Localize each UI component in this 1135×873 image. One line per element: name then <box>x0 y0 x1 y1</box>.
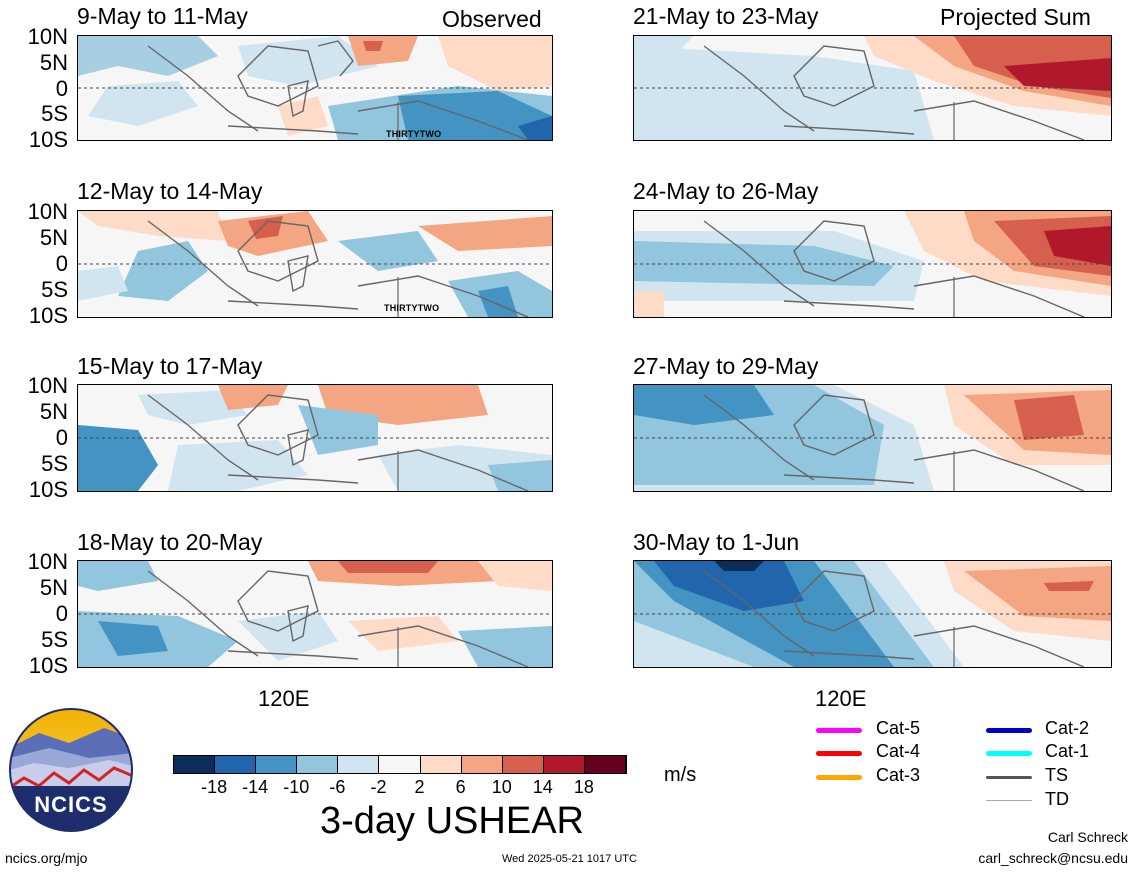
legend-swatch-td <box>986 800 1032 801</box>
colorbar-swatch <box>502 756 544 773</box>
colorbar-swatch <box>461 756 503 773</box>
panel-title-left-1: 9-May to 11-May <box>77 3 248 29</box>
legend-label-cat4: Cat-4 <box>876 741 921 761</box>
projected-sum-label: Projected Sum <box>940 4 1091 30</box>
y-tick-10n: 10N <box>27 24 68 49</box>
colorbar-swatch <box>420 756 462 773</box>
y-tick-5n: 5N <box>39 50 68 75</box>
storm-label: THIRTYTWO <box>384 303 440 313</box>
colorbar-tick-label: -14 <box>242 777 269 797</box>
colorbar-tick-label: -10 <box>283 777 310 797</box>
legend-label-cat1: Cat-1 <box>1045 741 1090 761</box>
map-panel-right-3 <box>633 384 1112 492</box>
y-tick-5s: 5S <box>41 101 68 126</box>
legend-swatch-cat1 <box>986 751 1032 756</box>
storm-label: THIRTYTWO <box>386 129 442 139</box>
y-tick-10s: 10S <box>28 303 68 328</box>
y-tick-5s: 5S <box>41 627 68 652</box>
y-tick-0: 0 <box>55 425 68 450</box>
y-tick-5s: 5S <box>41 451 68 476</box>
footer-timestamp: Wed 2025-05-21 1017 UTC <box>502 853 637 865</box>
map-panel-left-4 <box>77 560 553 668</box>
legend-label-cat5: Cat-5 <box>876 718 921 738</box>
y-tick-10s: 10S <box>28 653 68 678</box>
y-tick-10s: 10S <box>28 477 68 502</box>
colorbar-tick-label: 10 <box>491 777 512 797</box>
legend-label-cat2: Cat-2 <box>1045 718 1090 738</box>
map-panel-right-1 <box>633 35 1112 141</box>
colorbar-swatch <box>584 756 626 773</box>
y-tick-0: 0 <box>55 76 68 101</box>
colorbar-tick-label: -18 <box>201 777 228 797</box>
x-tick-120e-right: 120E <box>815 686 867 711</box>
logo-text: NCICS <box>34 792 108 817</box>
map-panel-left-3 <box>77 384 553 492</box>
y-tick-5n: 5N <box>39 575 68 600</box>
colorbar-tick-label: 14 <box>532 777 553 797</box>
colorbar-swatch <box>297 756 339 773</box>
legend-swatch-cat3 <box>816 775 862 780</box>
panel-title-right-4: 30-May to 1-Jun <box>633 529 800 555</box>
colorbar-tick-label: -2 <box>370 777 387 797</box>
y-tick-5n: 5N <box>39 225 68 250</box>
colorbar <box>173 755 627 774</box>
legend-swatch-cat2 <box>986 728 1032 733</box>
colorbar-swatch <box>543 756 585 773</box>
colorbar-tick-label: 2 <box>414 777 425 797</box>
legend-swatch-ts <box>986 776 1032 779</box>
colorbar-swatch <box>338 756 380 773</box>
legend-label-td: TD <box>1045 789 1069 809</box>
x-tick-120e-left: 120E <box>258 686 310 711</box>
legend-label-ts: TS <box>1045 765 1069 785</box>
footer-email: carl_schreck@ncsu.edu <box>978 850 1128 866</box>
colorbar-tick-label: 6 <box>455 777 466 797</box>
map-panel-left-1: THIRTYTWO <box>77 35 553 141</box>
y-tick-5n: 5N <box>39 399 68 424</box>
panel-title-right-1: 21-May to 23-May <box>633 3 819 29</box>
map-panel-right-2 <box>633 210 1112 318</box>
y-tick-0: 0 <box>55 601 68 626</box>
map-panel-right-4 <box>633 560 1112 668</box>
y-tick-10n: 10N <box>27 373 68 398</box>
panel-title-right-3: 27-May to 29-May <box>633 353 819 379</box>
panel-title-left-3: 15-May to 17-May <box>77 353 263 379</box>
y-tick-10n: 10N <box>27 549 68 574</box>
footer-url: ncics.org/mjo <box>5 850 88 866</box>
colorbar-swatch <box>256 756 298 773</box>
colorbar-tick-label: -6 <box>329 777 346 797</box>
units-label: m/s <box>664 764 697 786</box>
observed-label: Observed <box>442 6 542 32</box>
y-tick-0: 0 <box>55 251 68 276</box>
panel-title-left-2: 12-May to 14-May <box>77 178 263 204</box>
colorbar-swatch <box>174 756 216 773</box>
y-tick-10n: 10N <box>27 199 68 224</box>
legend-swatch-cat4 <box>816 751 862 756</box>
panel-title-right-2: 24-May to 26-May <box>633 178 819 204</box>
map-panel-left-2: THIRTYTWO <box>77 210 553 318</box>
panel-title-left-4: 18-May to 20-May <box>77 529 263 555</box>
footer-author: Carl Schreck <box>1047 829 1128 845</box>
y-tick-10s: 10S <box>28 127 68 152</box>
legend-swatch-cat5 <box>816 728 862 733</box>
colorbar-tick-label: 18 <box>573 777 594 797</box>
variable-title: 3-day USHEAR <box>320 800 584 842</box>
y-tick-5s: 5S <box>41 277 68 302</box>
legend-label-cat3: Cat-3 <box>876 765 921 785</box>
colorbar-swatch <box>379 756 421 773</box>
colorbar-swatch <box>215 756 257 773</box>
ncics-logo: NCICS <box>9 708 133 832</box>
colorbar-labels: -18 -14 -10 -6 -2 2 6 10 14 18 <box>173 755 625 805</box>
